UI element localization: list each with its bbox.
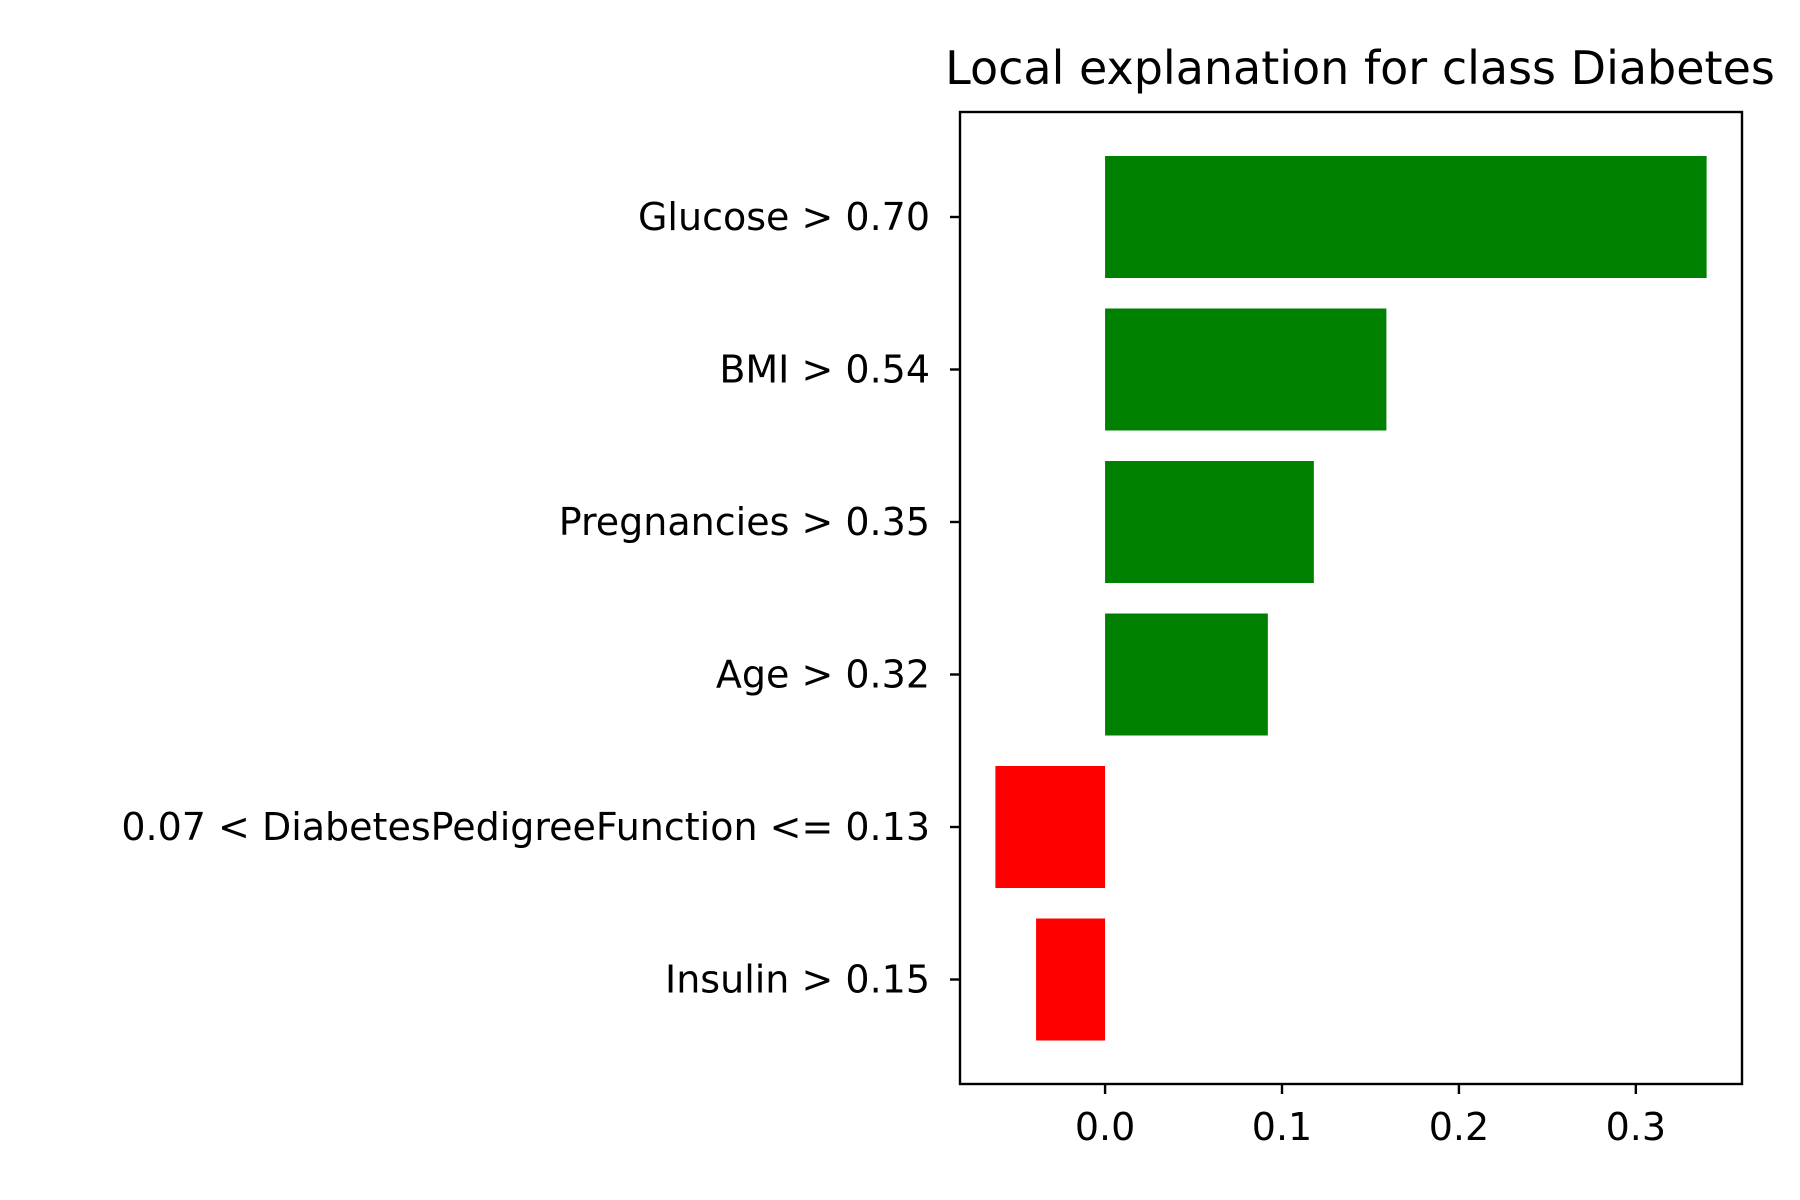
x-tick-label: 0.0 <box>1075 1105 1135 1149</box>
y-tick-label: BMI > 0.54 <box>719 348 930 392</box>
bar-negative <box>995 766 1106 888</box>
x-tick-label: 0.1 <box>1252 1105 1312 1149</box>
bar-group <box>995 156 1707 1041</box>
y-tick-label: Age > 0.32 <box>716 653 930 697</box>
bar-negative <box>1036 918 1106 1041</box>
chart-title: Local explanation for class Diabetes <box>945 41 1775 95</box>
x-tick-label: 0.2 <box>1429 1105 1489 1149</box>
y-tick-label: Insulin > 0.15 <box>665 958 930 1002</box>
y-axis: Glucose > 0.70 BMI > 0.54 Pregnancies > 0.… <box>121 195 960 1002</box>
y-tick-label: Glucose > 0.70 <box>638 195 930 239</box>
bar-positive <box>1105 308 1387 431</box>
y-tick-label: 0.07 < DiabetesPedigreeFunction <= 0.13 <box>121 805 930 849</box>
x-tick-label: 0.3 <box>1606 1105 1666 1149</box>
y-tick-label: Pregnancies > 0.35 <box>559 500 930 544</box>
x-axis: 0.0 0.1 0.2 0.3 <box>1075 1084 1666 1149</box>
bar-positive <box>1105 461 1314 583</box>
bar-positive <box>1105 156 1707 278</box>
bar-positive <box>1105 613 1268 736</box>
plot-frame <box>958 110 1744 1086</box>
